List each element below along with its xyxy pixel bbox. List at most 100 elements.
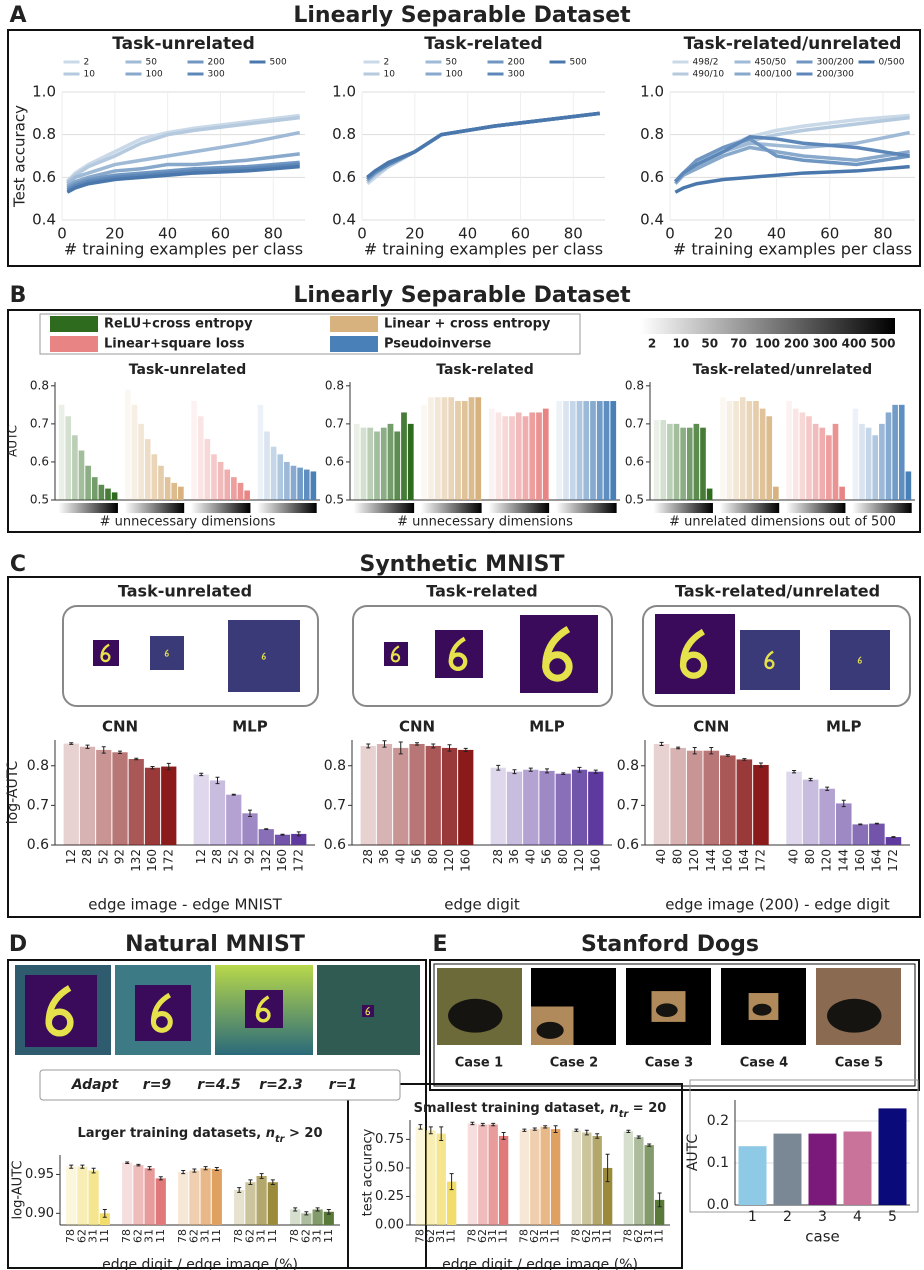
- bar: [277, 454, 283, 500]
- x-tick-label: 80: [671, 849, 685, 864]
- bar: [361, 428, 367, 500]
- legend-label: 400/100: [755, 70, 793, 80]
- panel-title: Linearly Separable Dataset: [293, 3, 631, 28]
- x-tick-label: 0: [357, 225, 367, 243]
- x-tick-label: 144: [704, 849, 718, 872]
- colorbar-label: 500: [870, 337, 895, 351]
- chart-title: Task-unrelated: [112, 34, 255, 54]
- y-tick-label: 0.5: [325, 493, 344, 507]
- legend-label: Pseudoinverse: [384, 337, 491, 352]
- x-tick-label: 11: [445, 1229, 458, 1243]
- y-tick-label: 0.2: [707, 1113, 729, 1129]
- figure: ALinearly Separable DatasetBLinearly Sep…: [0, 0, 924, 1270]
- bar: [687, 428, 693, 500]
- bar: [819, 428, 825, 500]
- bar: [234, 1190, 244, 1225]
- x-tick-label: 11: [154, 1229, 167, 1243]
- x-gradient: [488, 503, 549, 513]
- y-tick-label: 0.7: [617, 797, 639, 813]
- bar: [96, 750, 111, 845]
- bar: [572, 1130, 581, 1225]
- x-tick-label: 132: [129, 849, 143, 872]
- x-tick-label: 40: [458, 225, 477, 243]
- x-tick-label: 12: [64, 849, 78, 864]
- bar: [64, 744, 79, 845]
- bar: [72, 435, 78, 500]
- bar: [707, 489, 713, 500]
- bar: [543, 409, 549, 500]
- bar: [727, 401, 733, 500]
- x-tick-label: 144: [836, 849, 850, 872]
- y-tick-label: 0.8: [625, 378, 644, 392]
- error-bar: [232, 794, 236, 795]
- panel-title: Linearly Separable Dataset: [293, 283, 631, 308]
- bar: [284, 462, 290, 500]
- group-label: CNN: [399, 718, 435, 736]
- panel-letter: C: [10, 552, 26, 577]
- bar: [886, 837, 902, 845]
- x-tick-label: 40: [393, 849, 407, 864]
- x-tick-label: 40: [523, 849, 537, 864]
- title-part: = 20: [628, 1101, 666, 1116]
- legend-label: ReLU+cross entropy: [104, 317, 253, 332]
- bar: [516, 412, 522, 500]
- bar: [231, 477, 237, 500]
- x-tick-label: 92: [113, 849, 127, 864]
- bar: [572, 770, 587, 845]
- bar: [520, 1130, 529, 1225]
- bar: [886, 412, 892, 500]
- group-label: MLP: [529, 718, 564, 736]
- bar: [132, 405, 138, 500]
- legend-label: r=1: [329, 1077, 357, 1093]
- bar: [226, 795, 241, 845]
- bar: [122, 1163, 132, 1225]
- bar: [624, 1131, 633, 1225]
- series-line: [367, 113, 599, 181]
- x-gradient: [353, 503, 414, 513]
- y-tick-label: 0.0: [707, 1197, 729, 1213]
- title-part: n: [266, 1126, 275, 1141]
- bar: [211, 454, 217, 500]
- error-bar: [858, 824, 862, 825]
- colorbar-label: 70: [730, 337, 747, 351]
- y-tick-label: 0.8: [324, 758, 346, 774]
- bar: [244, 490, 250, 500]
- legend-label: 300: [208, 70, 225, 80]
- bar: [191, 401, 197, 500]
- bar: [133, 1165, 143, 1225]
- dog: [752, 1004, 771, 1016]
- bar: [786, 772, 802, 845]
- legend-label: 0/500: [879, 58, 905, 68]
- bar: [89, 1171, 99, 1225]
- bar: [79, 451, 85, 500]
- bar: [129, 759, 144, 845]
- y-tick-label: 0.6: [640, 168, 664, 186]
- x-tick-label: 11: [653, 1229, 666, 1243]
- case-label: Case 1: [455, 1056, 503, 1071]
- bar: [156, 1178, 166, 1225]
- error-bar: [742, 759, 746, 761]
- error-bar: [264, 829, 268, 830]
- x-tick-label: 40: [787, 849, 801, 864]
- x-tick-label: 80: [803, 849, 817, 864]
- x-tick-label: 160: [458, 849, 472, 872]
- bar: [258, 405, 264, 500]
- bar: [634, 1137, 643, 1225]
- bar: [297, 468, 303, 500]
- x-axis-label: edge image - edge MNIST: [88, 896, 282, 914]
- bar: [853, 409, 859, 500]
- x-tick-label: 0: [57, 225, 67, 243]
- y-tick-label: 0.6: [625, 454, 644, 468]
- x-tick-label: 11: [601, 1229, 614, 1243]
- x-tick-label: 60: [211, 225, 230, 243]
- bar: [803, 780, 819, 845]
- bar: [99, 485, 105, 500]
- x-tick-label: 36: [507, 849, 521, 864]
- x-tick-label: 5: [888, 1209, 897, 1225]
- x-tick-label: 20: [714, 225, 733, 243]
- legend-swatch: [330, 336, 378, 352]
- x-tick-label: 80: [873, 225, 892, 243]
- dog: [656, 1003, 678, 1017]
- x-gradient: [421, 503, 482, 513]
- bar: [509, 416, 515, 500]
